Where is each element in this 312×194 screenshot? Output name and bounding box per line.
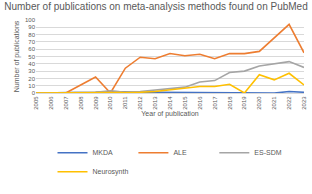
svg-text:2010: 2010 — [107, 96, 113, 110]
svg-text:ALE: ALE — [173, 149, 187, 156]
svg-text:2022: 2022 — [286, 96, 292, 110]
svg-text:60: 60 — [28, 46, 35, 52]
svg-text:10: 10 — [28, 83, 35, 89]
svg-text:2006: 2006 — [48, 96, 54, 110]
svg-text:80: 80 — [28, 32, 35, 38]
svg-text:0: 0 — [32, 90, 36, 96]
svg-text:Number of publications: Number of publications — [13, 20, 21, 92]
svg-text:2021: 2021 — [271, 96, 277, 110]
svg-text:40: 40 — [28, 61, 35, 67]
svg-text:2023: 2023 — [301, 96, 307, 110]
svg-text:2020: 2020 — [256, 96, 262, 110]
svg-text:2005: 2005 — [33, 96, 39, 110]
svg-text:2015: 2015 — [182, 96, 188, 110]
svg-text:2019: 2019 — [241, 96, 247, 110]
svg-text:2018: 2018 — [227, 96, 233, 110]
svg-text:MKDA: MKDA — [93, 149, 114, 156]
svg-text:2017: 2017 — [212, 96, 218, 110]
svg-text:20: 20 — [28, 76, 35, 82]
svg-text:90: 90 — [28, 24, 35, 30]
svg-text:ES-SDM: ES-SDM — [254, 149, 281, 156]
svg-text:100: 100 — [25, 17, 36, 23]
svg-text:2016: 2016 — [197, 96, 203, 110]
svg-text:Neurosynth: Neurosynth — [93, 168, 129, 176]
svg-text:2007: 2007 — [63, 96, 69, 110]
svg-text:Year of publication: Year of publication — [141, 110, 198, 118]
svg-text:70: 70 — [28, 39, 35, 45]
svg-text:Number of publications on meta: Number of publications on meta-analysis … — [4, 1, 308, 12]
svg-text:30: 30 — [28, 68, 35, 74]
svg-text:50: 50 — [28, 54, 35, 60]
svg-text:2012: 2012 — [137, 96, 143, 110]
svg-text:2013: 2013 — [152, 96, 158, 110]
svg-text:2014: 2014 — [167, 96, 173, 110]
svg-text:2008: 2008 — [78, 96, 84, 110]
svg-text:2009: 2009 — [93, 96, 99, 110]
svg-text:2011: 2011 — [122, 96, 128, 110]
